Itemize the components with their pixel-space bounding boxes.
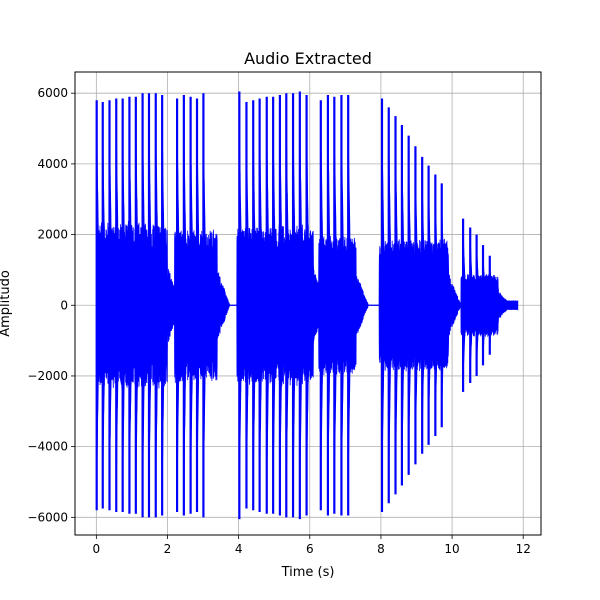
y-axis-ticks: −6000 −4000 −2000 0 2000 4000 6000 <box>27 86 75 524</box>
y-tick-label: −2000 <box>27 369 68 383</box>
chart-title: Audio Extracted <box>244 49 372 68</box>
y-tick-label: 4000 <box>37 157 68 171</box>
y-tick-label: 2000 <box>37 228 68 242</box>
plot-area <box>95 91 519 520</box>
x-tick-label: 0 <box>93 542 101 556</box>
x-axis-label: Time (s) <box>281 565 335 580</box>
y-tick-label: −6000 <box>27 510 68 524</box>
x-axis-ticks: 0 2 4 6 8 10 12 <box>93 535 531 556</box>
audio-waveform <box>95 91 519 520</box>
y-tick-label: 0 <box>60 298 68 312</box>
y-tick-label: 6000 <box>37 86 68 100</box>
x-tick-label: 12 <box>516 542 531 556</box>
x-tick-label: 8 <box>377 542 385 556</box>
plot-frame <box>74 71 542 536</box>
x-tick-label: 2 <box>164 542 172 556</box>
x-tick-label: 4 <box>235 542 243 556</box>
y-axis-label: Amplitudo <box>0 270 13 337</box>
y-tick-label: −4000 <box>27 440 68 454</box>
x-tick-label: 6 <box>306 542 314 556</box>
x-tick-label: 10 <box>444 542 459 556</box>
